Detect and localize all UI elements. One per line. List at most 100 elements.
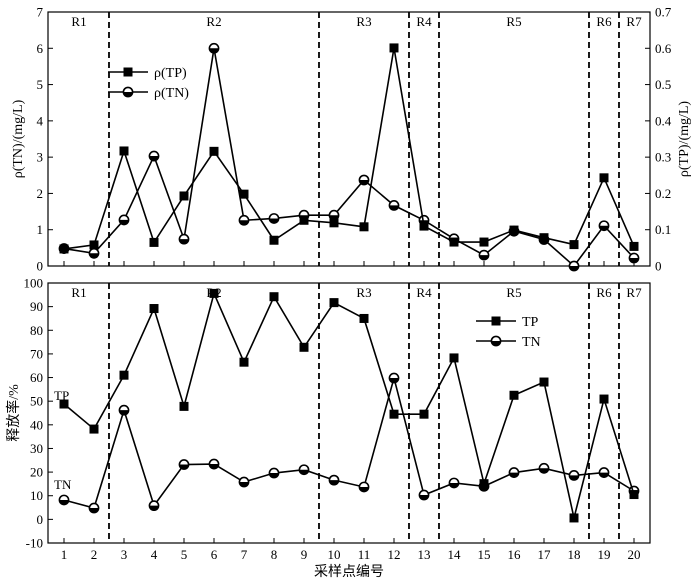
bottom-x-tick-label: 17 bbox=[538, 547, 552, 562]
top-tp-point bbox=[389, 43, 399, 53]
bottom-x-tick-label: 18 bbox=[568, 547, 581, 562]
bottom-tn-point-fill bbox=[389, 378, 399, 383]
top-tn-point bbox=[628, 252, 640, 264]
top-tp-line bbox=[63, 47, 635, 250]
bottom-tp-point bbox=[239, 357, 249, 367]
top-right-tick-label: 0.1 bbox=[655, 222, 671, 237]
bottom-tn-point bbox=[418, 489, 430, 501]
bottom-tp-point bbox=[629, 490, 639, 500]
top-left-tick-label: 6 bbox=[37, 41, 44, 56]
top-tn-point bbox=[88, 247, 100, 259]
bottom-tn-point bbox=[208, 458, 220, 470]
top-tn-point-fill bbox=[119, 219, 129, 225]
bottom-tn-point-fill bbox=[269, 473, 279, 478]
bottom-y-tick-label: 90 bbox=[30, 299, 43, 314]
top-tn-point bbox=[568, 260, 580, 272]
bottom-tp-point bbox=[389, 409, 399, 419]
top-right-tick-label: 0.5 bbox=[655, 77, 671, 92]
legend-marker-fill bbox=[491, 341, 501, 346]
bottom-tn-point-fill bbox=[599, 472, 609, 478]
bottom-tp-point bbox=[419, 409, 429, 419]
top-tn-point-fill bbox=[269, 218, 279, 224]
top-left-tick-label: 2 bbox=[37, 186, 44, 201]
legend-label: ρ(TN) bbox=[154, 86, 189, 101]
top-region-label: R4 bbox=[416, 14, 432, 29]
bottom-tn-point bbox=[148, 500, 160, 512]
bottom-x-tick-label: 12 bbox=[388, 547, 401, 562]
bottom-y-tick-label: 60 bbox=[30, 370, 43, 385]
top-tp-point bbox=[269, 235, 279, 245]
top-left-tick-label: 0 bbox=[37, 259, 44, 274]
bottom-tn-point bbox=[448, 477, 460, 489]
bottom-tn-point-fill bbox=[239, 482, 249, 487]
legend-marker bbox=[122, 86, 134, 98]
top-tp-point bbox=[359, 222, 369, 232]
bottom-region-label: R1 bbox=[71, 285, 86, 300]
bottom-tp-point bbox=[299, 342, 309, 352]
bottom-tp-point bbox=[539, 377, 549, 387]
top-right-axis-label: ρ(TP)/(mg/L) bbox=[677, 101, 692, 178]
bottom-tn-point-fill bbox=[149, 505, 159, 511]
bottom-x-tick-label: 7 bbox=[241, 547, 248, 562]
top-tn-point-fill bbox=[149, 156, 159, 161]
legend-marker bbox=[491, 316, 501, 326]
bottom-tn-point bbox=[568, 469, 580, 481]
bottom-x-tick-label: 9 bbox=[301, 547, 308, 562]
bottom-tn-point bbox=[58, 494, 70, 506]
top-tn-point-fill bbox=[629, 258, 639, 263]
bottom-region-label: R5 bbox=[506, 285, 521, 300]
bottom-y-tick-label: -10 bbox=[26, 536, 43, 551]
bottom-tn-point bbox=[298, 464, 310, 476]
bottom-tp-point bbox=[269, 292, 279, 302]
top-plot-frame bbox=[47, 11, 651, 267]
bottom-tn-point-fill bbox=[419, 495, 429, 500]
bottom-x-tick-label: 3 bbox=[121, 547, 128, 562]
bottom-tn-point-fill bbox=[569, 475, 579, 480]
top-tp-point bbox=[89, 240, 99, 250]
top-tp-point bbox=[569, 240, 579, 250]
bottom-y-tick-label: 20 bbox=[30, 465, 43, 480]
top-tn-point-fill bbox=[359, 180, 369, 185]
bottom-region-label: R4 bbox=[416, 285, 432, 300]
top-panel: 0 1 2 3 4 5 6 7 0 0.1 0.2 0.3 0.4 0.5 0.6 0.7 ρ(TN)/(mg/… bbox=[11, 5, 692, 274]
bottom-tp-line bbox=[63, 290, 635, 519]
bottom-tn-point-fill bbox=[449, 482, 459, 488]
bottom-tn-point bbox=[538, 462, 550, 474]
legend-label: TN bbox=[522, 335, 541, 350]
top-right-tick-label: 0 bbox=[655, 259, 662, 274]
top-tn-point-fill bbox=[239, 220, 249, 225]
top-tp-point bbox=[329, 218, 339, 228]
bottom-x-tick-label: 1 bbox=[61, 547, 68, 562]
bottom-tn-point-fill bbox=[359, 486, 369, 492]
top-tn-point-fill bbox=[179, 239, 189, 244]
bottom-tn-point-fill bbox=[209, 464, 219, 469]
bottom-y-tick-label: 30 bbox=[30, 441, 43, 456]
bottom-tp-point bbox=[509, 390, 519, 400]
bottom-x-tick-label: 19 bbox=[598, 547, 611, 562]
top-tn-point bbox=[388, 200, 400, 211]
top-left-tick-label: 4 bbox=[37, 113, 44, 128]
bottom-y-tick-label: 40 bbox=[30, 417, 43, 432]
bottom-x-tick-label: 15 bbox=[478, 547, 491, 562]
top-left-tick-label: 5 bbox=[37, 77, 44, 92]
top-region-label: R5 bbox=[506, 14, 521, 29]
bottom-tn-line bbox=[63, 374, 635, 509]
top-tp-point bbox=[179, 191, 189, 201]
top-tp-point bbox=[449, 237, 459, 247]
top-tp-point bbox=[419, 221, 429, 231]
top-right-tick-label: 0.3 bbox=[655, 150, 671, 165]
bottom-tp-point bbox=[329, 298, 339, 308]
bottom-tn-point bbox=[118, 404, 130, 416]
top-tn-point bbox=[208, 42, 220, 54]
bottom-plot-frame bbox=[47, 282, 651, 544]
top-tp-point bbox=[479, 237, 489, 247]
legend-marker bbox=[123, 67, 133, 77]
annotation-tn: TN bbox=[54, 477, 72, 492]
bottom-y-tick-label: 100 bbox=[24, 276, 44, 291]
top-tn-point bbox=[268, 213, 280, 224]
bottom-x-tick-label: 5 bbox=[181, 547, 188, 562]
top-region-label: R1 bbox=[71, 14, 86, 29]
top-tp-point bbox=[299, 215, 309, 225]
bottom-y-tick-label: 80 bbox=[30, 323, 43, 338]
